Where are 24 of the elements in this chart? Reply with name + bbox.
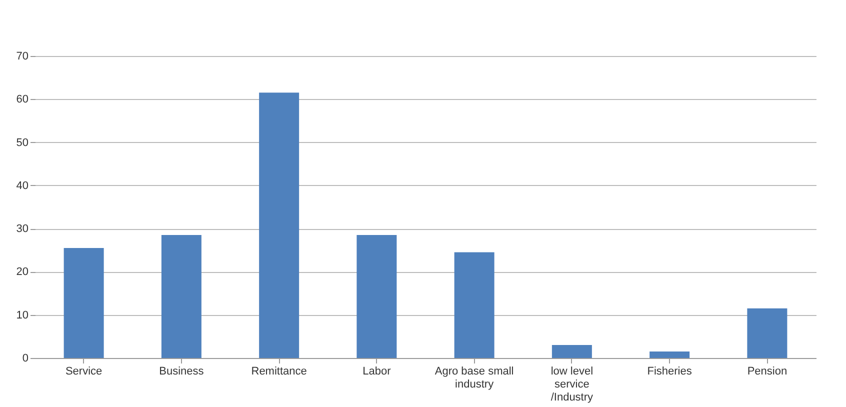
y-tick-label: 70 [16,50,28,62]
y-tick-label: 30 [16,223,28,236]
x-tick-label: Agro base small industry [434,366,514,390]
x-tick-label: Remittance [251,366,307,378]
x-tick-label: Pension [747,366,788,378]
bar [747,308,788,358]
bar [64,248,104,358]
bar [161,235,202,358]
bar [454,252,494,358]
x-tick-label: low level service /Industry [550,366,594,404]
bar [259,92,300,358]
y-tick-label: 20 [16,266,28,278]
y-tick-label: 40 [16,180,28,192]
y-tick-label: 0 [22,352,28,364]
y-tick-label: 60 [16,94,28,106]
x-tick-label: Labor [362,366,392,378]
y-tick-label: 50 [16,136,28,149]
x-tick-label: Business [159,366,204,378]
bar [650,352,690,358]
bar [552,345,592,358]
x-tick-label: Fisheries [647,366,692,378]
bar [356,235,397,358]
y-tick-label: 10 [16,309,28,322]
x-tick-label: Service [65,366,102,378]
